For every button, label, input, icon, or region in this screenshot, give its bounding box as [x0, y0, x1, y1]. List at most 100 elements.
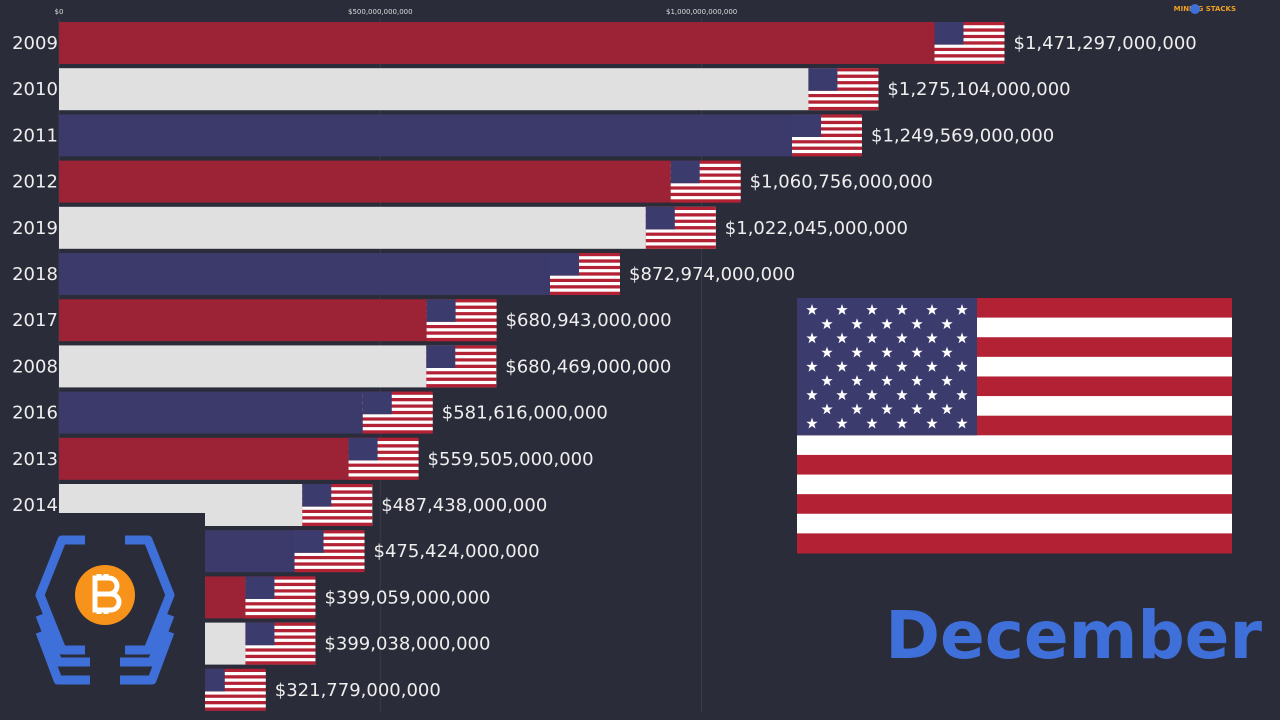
bar-flag — [245, 576, 316, 619]
star — [926, 332, 938, 344]
star — [896, 360, 908, 372]
y-tick-label: 2017 — [12, 310, 58, 331]
bar-flag — [302, 484, 373, 526]
value-label: $559,505,000,000 — [428, 449, 594, 470]
star — [926, 360, 938, 372]
star — [896, 304, 908, 315]
bar-flag — [426, 345, 497, 388]
star — [836, 417, 848, 429]
value-label: $399,059,000,000 — [324, 587, 490, 608]
value-label: $1,022,045,000,000 — [725, 218, 908, 239]
star — [911, 318, 923, 330]
star — [956, 417, 968, 429]
value-label: $581,616,000,000 — [442, 403, 608, 424]
x-tick-label: $1,000,000,000,000 — [666, 8, 737, 16]
y-tick-label: 2019 — [12, 218, 58, 239]
star — [956, 389, 968, 401]
star — [881, 346, 893, 358]
star — [866, 304, 878, 315]
stripe — [797, 533, 1232, 554]
star — [836, 360, 848, 372]
bar — [59, 253, 621, 295]
bar-flag — [645, 206, 716, 249]
value-label: $680,469,000,000 — [505, 356, 671, 377]
y-tick-label: 2008 — [12, 356, 58, 377]
stripe — [797, 494, 1232, 515]
star — [836, 332, 848, 344]
bar-flag — [348, 437, 419, 480]
bar-flag — [294, 530, 365, 573]
bar — [59, 299, 497, 342]
stripe — [797, 513, 1232, 534]
y-tick-label: 2013 — [12, 449, 58, 470]
bar-flag — [550, 253, 621, 295]
star — [851, 318, 863, 330]
value-label: $399,038,000,000 — [324, 634, 490, 655]
bar-flag — [245, 622, 316, 665]
value-label: $1,060,756,000,000 — [750, 172, 933, 193]
star — [806, 389, 818, 401]
star — [881, 403, 893, 415]
star — [956, 304, 968, 315]
star — [836, 304, 848, 315]
value-label: $475,424,000,000 — [374, 541, 540, 562]
value-label: $680,943,000,000 — [506, 310, 672, 331]
star — [806, 332, 818, 344]
star — [941, 375, 953, 386]
star — [866, 360, 878, 372]
bar-flag — [362, 391, 433, 434]
star — [806, 417, 818, 429]
star — [911, 375, 923, 386]
bar-flag — [792, 114, 863, 157]
star — [941, 403, 953, 415]
bar — [59, 22, 1005, 64]
star — [881, 375, 893, 386]
value-label: $321,779,000,000 — [275, 680, 441, 701]
watermark-icon — [1190, 4, 1200, 14]
bar-flag — [670, 160, 741, 203]
star — [821, 403, 833, 415]
star — [941, 318, 953, 330]
star — [851, 346, 863, 358]
star — [926, 304, 938, 315]
star — [821, 318, 833, 330]
value-label: $487,438,000,000 — [381, 495, 547, 516]
star — [821, 375, 833, 386]
star — [866, 389, 878, 401]
big-flag — [797, 298, 1232, 554]
logo — [0, 513, 205, 720]
stripe — [797, 474, 1232, 495]
star — [821, 346, 833, 358]
value-label: $1,249,569,000,000 — [871, 125, 1054, 146]
star — [851, 403, 863, 415]
bar-flag — [195, 668, 266, 711]
star — [896, 332, 908, 344]
star — [941, 346, 953, 358]
star — [866, 417, 878, 429]
star — [836, 389, 848, 401]
y-tick-label: 2012 — [12, 172, 58, 193]
bar — [59, 160, 741, 203]
star — [911, 403, 923, 415]
y-tick-label: 2009 — [12, 33, 58, 54]
bar-flag — [808, 68, 879, 111]
star — [896, 389, 908, 401]
star — [926, 417, 938, 429]
period-label: December — [885, 597, 1262, 674]
star — [866, 332, 878, 344]
star — [851, 375, 863, 386]
bar-flag — [426, 299, 497, 342]
value-label: $1,275,104,000,000 — [887, 79, 1070, 100]
star — [881, 318, 893, 330]
star — [896, 417, 908, 429]
y-tick-label: 2011 — [12, 125, 58, 146]
star — [911, 346, 923, 358]
bar — [59, 206, 716, 249]
y-tick-label: 2010 — [12, 79, 58, 100]
watermark: MINING STACKS — [1174, 5, 1236, 13]
stripe — [797, 435, 1232, 456]
star — [806, 360, 818, 372]
y-tick-label: 2014 — [12, 495, 58, 516]
value-label: $872,974,000,000 — [629, 264, 795, 285]
y-tick-label: 2016 — [12, 403, 58, 424]
